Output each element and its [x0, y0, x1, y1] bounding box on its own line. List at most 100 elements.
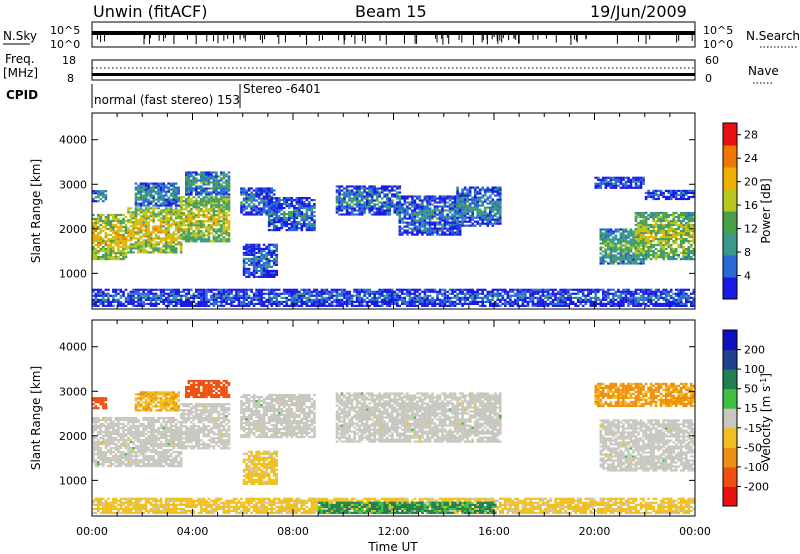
scatter-cell — [690, 213, 693, 217]
scatter-cell — [602, 232, 605, 235]
scatter-cell — [190, 234, 193, 237]
scatter-cell — [313, 207, 316, 210]
scatter-cell — [154, 298, 158, 301]
scatter-cell — [260, 263, 263, 266]
scatter-cell — [225, 218, 228, 221]
scatter-cell — [355, 213, 359, 216]
scatter-cell — [262, 257, 266, 260]
scatter-cell — [227, 196, 231, 199]
scatter-cell — [227, 298, 231, 301]
scatter-cell — [147, 229, 150, 232]
scatter-cell — [370, 290, 374, 293]
scatter-cell — [127, 227, 130, 230]
scatter-cell — [280, 203, 283, 206]
scatter-cell — [164, 202, 168, 205]
scatter-cell — [652, 231, 655, 235]
scatter-cell — [669, 244, 673, 247]
scatter-cell — [217, 212, 221, 215]
scatter-cell — [210, 181, 213, 184]
scatter-cell — [315, 296, 319, 299]
scatter-cell — [262, 207, 266, 210]
scatter-cell — [669, 225, 673, 229]
scatter-cell — [604, 178, 608, 181]
scatter-cell — [169, 211, 173, 214]
scatter-cell — [260, 294, 263, 297]
scatter-cell — [97, 215, 100, 219]
scatter-cell — [421, 209, 424, 212]
scatter-cell — [607, 262, 610, 265]
scatter-cell — [159, 188, 163, 191]
scatter-cell — [157, 184, 160, 187]
scatter-cell — [197, 238, 201, 241]
scatter-cell — [102, 200, 105, 203]
scatter-cell — [282, 207, 286, 210]
scatter-cell — [674, 258, 678, 261]
scatter-cell — [411, 231, 414, 234]
scatter-cell — [212, 216, 216, 219]
scatter-cell — [97, 192, 100, 195]
scatter-cell — [265, 245, 268, 248]
scatter-cell — [99, 223, 103, 227]
scatter-cell — [255, 205, 258, 208]
scatter-cell — [313, 294, 316, 297]
scatter-cell — [426, 199, 429, 202]
scatter-cell — [652, 223, 655, 227]
scatter-cell — [446, 209, 449, 212]
scatter-cell — [426, 207, 429, 210]
scatter-cell — [169, 237, 173, 240]
scatter-cell — [637, 240, 640, 243]
scatter-cell — [340, 189, 344, 192]
scatter-cell — [109, 246, 113, 249]
scatter-cell — [240, 294, 243, 297]
scatter-cell — [275, 197, 278, 200]
scatter-cell — [144, 200, 148, 203]
scatter-cell — [461, 214, 464, 217]
scatter-cell — [122, 256, 125, 259]
scatter-cell — [330, 294, 334, 297]
scatter-cell — [642, 223, 645, 227]
scatter-cell — [285, 223, 289, 226]
scatter-cell — [210, 175, 213, 178]
scatter-cell — [325, 290, 329, 293]
scatter-cell — [674, 254, 678, 257]
scatter-cell — [672, 189, 675, 192]
scatter-cell — [169, 194, 173, 197]
scatter-cell — [624, 184, 628, 187]
scatter-cell — [179, 304, 183, 307]
scatter-cell — [277, 199, 281, 202]
scatter-cell — [187, 206, 191, 209]
scatter-cell — [388, 304, 392, 307]
scatter-cell — [202, 232, 206, 235]
scatter-cell — [642, 252, 645, 255]
scatter-cell — [677, 256, 680, 259]
scatter-cell — [177, 243, 180, 246]
scatter-cell — [632, 180, 635, 183]
scatter-cell — [619, 250, 623, 253]
scatter-cell — [167, 221, 170, 224]
scatter-cell — [212, 230, 216, 233]
scatter-cell — [142, 184, 145, 187]
scatter-cell — [413, 296, 417, 299]
scatter-cell — [159, 213, 163, 216]
scatter-cell — [195, 198, 198, 201]
scatter-cell — [441, 201, 444, 204]
scatter-cell — [225, 238, 228, 241]
scatter-cell — [604, 260, 608, 263]
scatter-cell — [458, 216, 462, 219]
scatter-cell — [272, 245, 276, 248]
scatter-cell — [227, 171, 231, 174]
scatter-cell — [272, 253, 276, 256]
scatter-cell — [149, 298, 153, 301]
scatter-cell — [174, 196, 178, 199]
scatter-cell — [257, 245, 261, 248]
scatter-cell — [313, 304, 316, 307]
scatter-cell — [210, 191, 213, 194]
scatter-cell — [647, 246, 650, 249]
scatter-cell — [421, 213, 424, 216]
scatter-cell — [348, 189, 351, 192]
scatter-cell — [313, 298, 316, 301]
scatter-cell — [634, 258, 638, 261]
scatter-cell — [212, 177, 216, 180]
scatter-cell — [288, 294, 291, 297]
scatter-cell — [602, 254, 605, 257]
